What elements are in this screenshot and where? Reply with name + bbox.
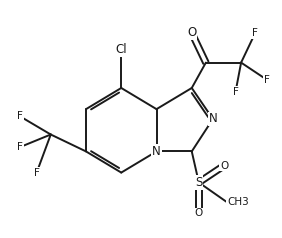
Text: N: N	[208, 113, 217, 125]
Text: F: F	[264, 74, 269, 84]
Text: CH3: CH3	[227, 197, 249, 207]
Text: F: F	[233, 87, 238, 97]
Text: O: O	[195, 208, 203, 218]
Text: F: F	[17, 111, 23, 121]
Text: O: O	[187, 26, 196, 40]
Text: O: O	[220, 160, 228, 171]
Text: F: F	[252, 28, 258, 38]
Text: N: N	[152, 145, 161, 158]
Text: F: F	[34, 168, 39, 178]
Text: Cl: Cl	[115, 43, 127, 56]
Text: F: F	[17, 142, 23, 152]
Text: S: S	[195, 176, 202, 189]
